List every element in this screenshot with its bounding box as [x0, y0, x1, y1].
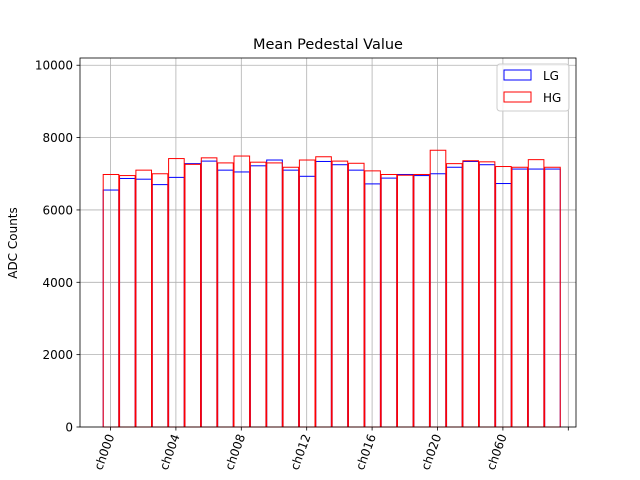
chart-title: Mean Pedestal Value — [253, 37, 403, 53]
y-tick-label: 2000 — [42, 348, 73, 362]
y-tick-label: 8000 — [42, 131, 73, 145]
legend-swatch-lg — [503, 69, 532, 81]
y-tick-label: 4000 — [42, 276, 73, 290]
legend-label-hg: HG — [543, 91, 561, 105]
legend-box — [496, 63, 570, 112]
y-axis-label: ADC Counts — [6, 207, 20, 279]
legend-label-lg: LG — [543, 69, 559, 83]
legend: LG HG — [496, 63, 570, 112]
y-tick-label: 10000 — [35, 59, 73, 73]
legend-swatch-hg — [503, 91, 532, 103]
grid-layer — [80, 58, 576, 428]
y-tick-label: 6000 — [42, 203, 73, 217]
plot-frame — [79, 57, 577, 428]
y-tick-label: 0 — [65, 421, 73, 435]
